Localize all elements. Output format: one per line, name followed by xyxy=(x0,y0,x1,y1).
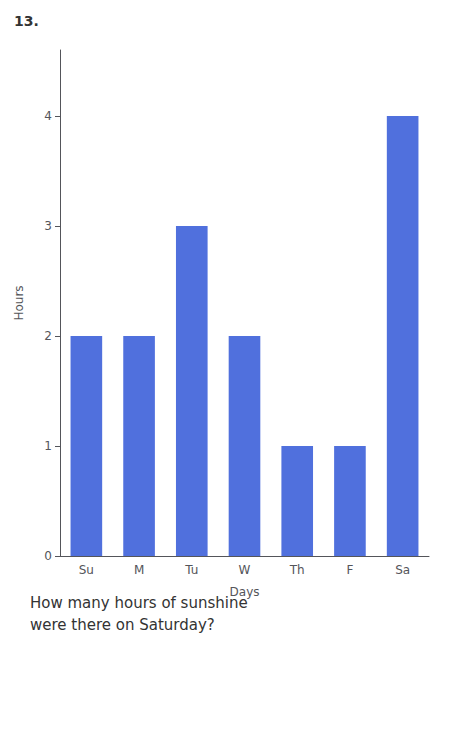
svg-text:Th: Th xyxy=(289,563,305,577)
svg-text:were there on Saturday?: were there on Saturday? xyxy=(30,616,215,634)
svg-text:M: M xyxy=(134,563,144,577)
svg-text:Hours: Hours xyxy=(12,285,26,320)
svg-text:Sa: Sa xyxy=(395,563,410,577)
svg-text:2: 2 xyxy=(44,329,52,343)
svg-text:F: F xyxy=(346,563,353,577)
svg-text:4: 4 xyxy=(44,109,52,123)
svg-text:1: 1 xyxy=(44,439,52,453)
svg-text:Tu: Tu xyxy=(184,563,198,577)
svg-text:How many hours of sunshine: How many hours of sunshine xyxy=(30,594,248,612)
svg-text:Su: Su xyxy=(79,563,94,577)
svg-text:3: 3 xyxy=(44,219,52,233)
svg-text:W: W xyxy=(239,563,251,577)
svg-text:Days: Days xyxy=(230,585,260,599)
svg-text:13.: 13. xyxy=(14,13,39,29)
svg-text:0: 0 xyxy=(44,549,52,563)
